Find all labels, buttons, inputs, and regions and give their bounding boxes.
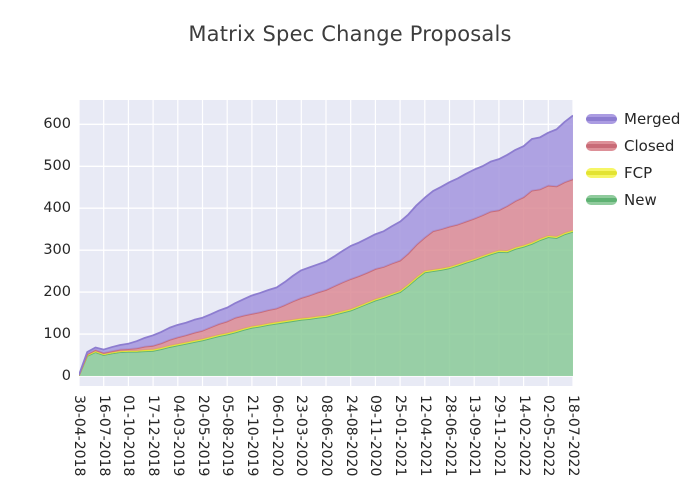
x-tick-label: 29-11-2021 — [490, 395, 507, 477]
x-tick-label: 13-09-2021 — [466, 395, 483, 477]
legend-swatch-icon — [586, 113, 617, 124]
stacked-area-chart — [79, 100, 573, 386]
legend-item-closed[interactable]: Closed — [586, 136, 680, 155]
x-tick-label: 18-07-2022 — [565, 395, 581, 477]
x-tick-label: 04-03-2019 — [169, 395, 186, 477]
area-new — [79, 231, 573, 376]
plot-area — [79, 100, 573, 386]
x-tick-label: 16-07-2018 — [95, 395, 112, 477]
y-tick-label: 600 — [43, 115, 71, 132]
legend-label: New — [624, 190, 657, 209]
legend-label: Closed — [624, 136, 675, 155]
y-tick-label: 500 — [43, 157, 71, 174]
x-tick-label: 17-12-2018 — [145, 395, 162, 477]
legend-label: FCP — [624, 163, 653, 182]
x-tick-label: 08-06-2020 — [318, 395, 334, 477]
x-tick-label: 30-04-2018 — [71, 395, 87, 477]
legend-swatch-line — [586, 143, 617, 148]
area-closed — [79, 179, 573, 376]
x-tick-label: 25-01-2021 — [392, 395, 409, 477]
y-tick-label: 0 — [61, 367, 71, 384]
boundary-merged — [79, 114, 573, 376]
legend-swatch-line — [586, 197, 617, 202]
x-tick-label: 23-03-2020 — [293, 395, 310, 477]
legend: Merged Closed FCP New — [586, 109, 680, 217]
x-tick-label: 02-05-2022 — [540, 395, 557, 477]
legend-item-new[interactable]: New — [586, 190, 680, 209]
x-tick-label: 01-10-2018 — [120, 395, 137, 477]
x-tick-label: 09-11-2020 — [367, 395, 384, 477]
y-tick-label: 400 — [43, 199, 71, 216]
legend-swatch-icon — [586, 140, 617, 151]
x-tick-label: 20-05-2019 — [194, 395, 211, 477]
x-tick-label: 14-02-2022 — [515, 395, 532, 477]
legend-item-merged[interactable]: Merged — [586, 109, 680, 128]
legend-label: Merged — [624, 109, 681, 128]
x-tick-label: 28-06-2021 — [441, 395, 458, 477]
chart-title: Matrix Spec Change Proposals — [188, 22, 512, 46]
y-tick-label: 200 — [43, 283, 71, 300]
x-tick-label: 05-08-2019 — [219, 395, 236, 477]
legend-swatch-line — [586, 116, 617, 121]
legend-swatch-line — [586, 170, 617, 175]
legend-swatch-icon — [586, 194, 617, 205]
legend-swatch-icon — [586, 167, 617, 178]
x-tick-label: 24-08-2020 — [342, 395, 359, 477]
y-tick-label: 300 — [43, 241, 71, 258]
legend-item-fcp[interactable]: FCP — [586, 163, 680, 182]
x-tick-label: 21-10-2019 — [243, 395, 260, 477]
x-tick-label: 12-04-2021 — [416, 395, 433, 477]
y-tick-label: 100 — [43, 325, 71, 342]
x-tick-label: 06-01-2020 — [268, 395, 285, 477]
